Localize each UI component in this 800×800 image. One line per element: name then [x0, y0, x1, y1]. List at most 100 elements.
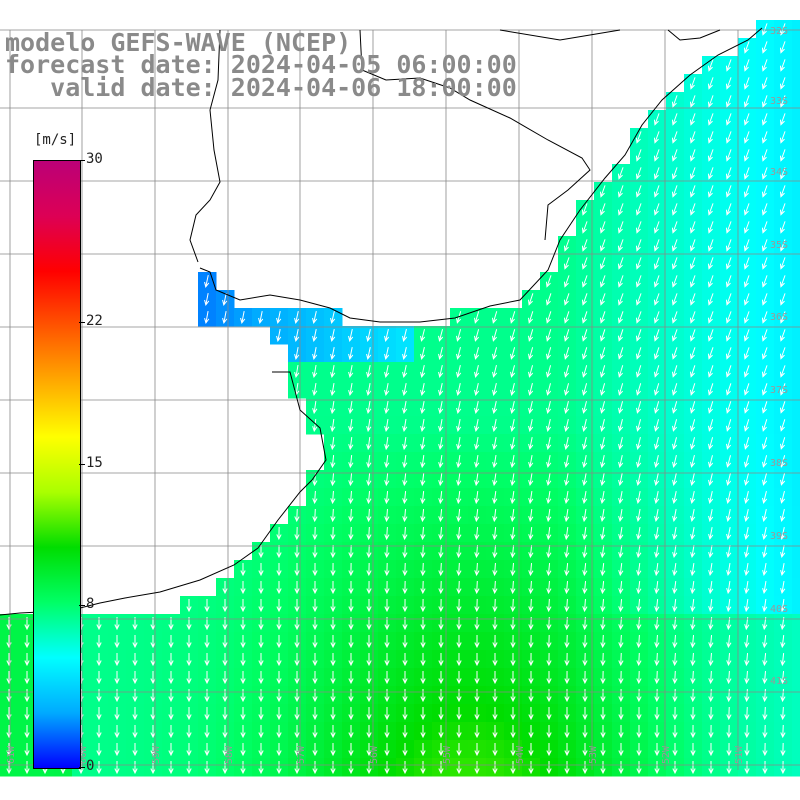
- wind-arrow: [600, 473, 606, 487]
- wind-arrow: [762, 724, 768, 739]
- wind-arrow: [366, 653, 372, 667]
- wind-arrow: [708, 634, 714, 649]
- wind-arrow: [510, 383, 516, 396]
- wind-arrow: [276, 671, 282, 685]
- wind-arrow: [312, 635, 318, 649]
- wind-arrow: [402, 526, 408, 541]
- wind-arrow: [492, 437, 498, 451]
- wind-cell: [792, 272, 800, 291]
- wind-arrow: [312, 490, 318, 505]
- wind-arrow: [653, 113, 660, 126]
- wind-arrow: [671, 221, 678, 234]
- wind-arrow: [510, 437, 516, 451]
- wind-arrow: [564, 437, 570, 450]
- wind-arrow: [744, 724, 750, 739]
- wind-arrow: [545, 293, 552, 306]
- wind-arrow: [635, 203, 642, 216]
- wind-arrow: [474, 598, 480, 613]
- wind-arrow: [222, 311, 228, 325]
- wind-arrow: [546, 437, 552, 451]
- wind-arrow: [743, 77, 750, 90]
- wind-arrow: [528, 580, 534, 595]
- wind-arrow: [726, 580, 732, 595]
- wind-arrow: [707, 347, 714, 360]
- wind-arrow: [294, 743, 300, 757]
- wind-cell: [792, 20, 800, 39]
- wind-arrow: [726, 706, 732, 721]
- wind-arrow: [690, 473, 696, 486]
- wind-arrow: [456, 437, 462, 451]
- wind-arrow: [761, 437, 768, 450]
- wind-arrow: [528, 689, 534, 703]
- wind-arrow: [258, 599, 264, 613]
- wind-arrow: [492, 401, 498, 414]
- wind-arrow: [204, 293, 210, 307]
- wind-arrow: [312, 707, 318, 721]
- wind-arrow: [707, 203, 714, 216]
- wind-arrow: [762, 760, 768, 775]
- wind-arrow: [563, 293, 570, 306]
- wind-arrow: [510, 401, 516, 414]
- wind-arrow: [725, 275, 732, 288]
- wind-arrow: [276, 707, 282, 721]
- wind-arrow: [600, 725, 606, 739]
- wind-arrow: [438, 329, 444, 342]
- wind-arrow: [366, 365, 372, 379]
- wind-arrow: [546, 490, 552, 505]
- wind-arrow: [672, 562, 678, 577]
- wind-arrow: [240, 581, 246, 595]
- wind-arrow: [689, 257, 696, 270]
- wind-arrow: [96, 761, 102, 775]
- wind-arrow: [348, 599, 354, 613]
- wind-arrow: [564, 689, 570, 703]
- wind-arrow: [330, 761, 336, 775]
- wind-arrow: [312, 508, 318, 523]
- wind-arrow: [618, 473, 624, 487]
- wind-arrow: [312, 581, 318, 595]
- wind-arrow: [780, 670, 786, 685]
- wind-arrow: [402, 329, 408, 342]
- wind-arrow: [654, 527, 660, 541]
- wind-arrow: [545, 275, 552, 288]
- wind-arrow: [168, 635, 174, 649]
- wind-arrow: [780, 563, 786, 577]
- longitude-label: 57W: [296, 745, 307, 764]
- wind-arrow: [779, 383, 786, 396]
- wind-arrow: [744, 509, 750, 522]
- wind-arrow: [762, 742, 768, 757]
- wind-arrow: [564, 544, 570, 559]
- wind-arrow: [617, 329, 624, 342]
- wind-arrow: [672, 544, 678, 559]
- wind-cell: [792, 74, 800, 93]
- wind-arrow: [546, 725, 552, 739]
- wind-arrow: [707, 293, 714, 306]
- wind-arrow: [582, 707, 588, 721]
- wind-arrow: [599, 257, 606, 270]
- wind-arrow: [527, 293, 534, 306]
- wind-arrow: [24, 761, 30, 775]
- colorbar-tick-label: 0: [86, 758, 95, 774]
- wind-arrow: [635, 239, 642, 252]
- wind-arrow: [546, 634, 552, 649]
- wind-arrow: [276, 599, 282, 613]
- wind-arrow: [761, 95, 768, 108]
- wind-arrow: [581, 347, 588, 360]
- wind-arrow: [438, 671, 444, 685]
- wind-arrow: [258, 581, 264, 595]
- wind-arrow: [618, 455, 624, 468]
- wind-arrow: [726, 688, 732, 703]
- wind-arrow: [635, 257, 642, 270]
- wind-arrow: [186, 725, 192, 739]
- wind-arrow: [581, 257, 588, 270]
- wind-arrow: [492, 689, 498, 703]
- wind-arrow: [618, 652, 624, 667]
- wind-arrow: [474, 490, 480, 505]
- wind-arrow: [330, 526, 336, 541]
- wind-arrow: [618, 634, 624, 649]
- wind-arrow: [240, 311, 246, 325]
- wind-arrow: [168, 653, 174, 667]
- wind-arrow: [492, 472, 498, 487]
- wind-arrow: [743, 347, 750, 360]
- wind-arrow: [671, 329, 678, 342]
- wind-arrow: [708, 491, 714, 504]
